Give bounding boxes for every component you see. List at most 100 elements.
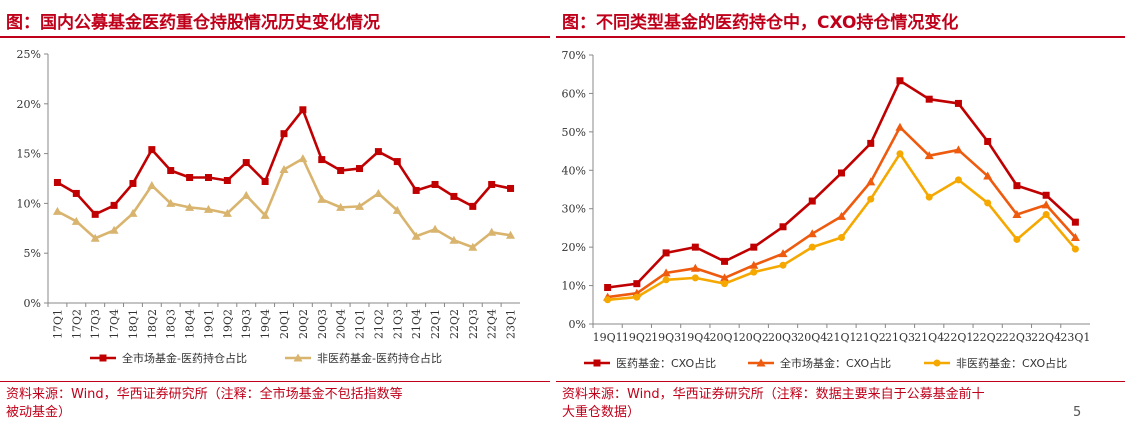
left-series-1-point: [91, 210, 99, 218]
left-legend-marker: [293, 353, 303, 362]
left-source-note: 资料来源：Wind，华西证券研究所（注释：全市场基金不包括指数等 被动基金）: [6, 386, 403, 422]
left-bottom-rule: [0, 381, 550, 382]
right-series-1-point: [984, 137, 992, 145]
right-legend: 医药基金：CXO占比 全市场基金：CXO占比 非医药基金：CXO占比: [584, 356, 1067, 370]
left-x-tick-label: 22Q2: [448, 309, 461, 339]
right-series-3-point: [808, 243, 816, 251]
left-y-tick-label: 5%: [24, 247, 41, 260]
left-source-line-1: 资料来源：Wind，华西证券研究所（注释：全市场基金不包括指数等: [6, 387, 403, 402]
left-x-tick-label: 23Q1: [505, 309, 518, 339]
right-source-note: 资料来源：Wind，华西证券研究所（注释：数据主要来自于公募基金前十 大重仓数据…: [562, 386, 985, 422]
left-series-1-point: [129, 179, 137, 187]
left-series-1-point: [204, 174, 212, 182]
left-x-tick-label: 22Q4: [486, 309, 499, 339]
right-series-1-point: [1071, 218, 1079, 226]
right-x-tick-label: 23Q1: [1060, 331, 1090, 344]
left-x-tick-label: 19Q4: [259, 309, 272, 339]
left-x-tick-label: 19Q3: [240, 309, 253, 339]
right-series-1: [604, 77, 1079, 291]
right-y-tick-label: 10%: [562, 280, 586, 293]
right-series-1-point: [1042, 191, 1050, 199]
left-x-tick-label: 21Q3: [391, 309, 404, 339]
left-chart-title: 图：国内公募基金医药重仓持股情况历史变化情况: [6, 13, 380, 33]
left-series-1-point: [488, 180, 496, 188]
right-source-line-1: 资料来源：Wind，华西证券研究所（注释：数据主要来自于公募基金前十: [562, 387, 985, 402]
right-series-3-point: [867, 195, 875, 203]
right-source-line-2: 大重仓数据）: [562, 405, 641, 420]
right-series-1-point: [954, 99, 962, 107]
left-series-1-point: [356, 165, 364, 173]
left-y-tick-label: 0%: [24, 297, 41, 310]
left-series-2-point: [430, 224, 440, 233]
left-series-1-point: [412, 186, 420, 194]
left-series-2-point: [71, 216, 81, 225]
left-x-tick-label: 17Q3: [89, 309, 102, 339]
right-series-1-point: [779, 223, 787, 231]
right-legend-label: 全市场基金：CXO占比: [780, 356, 891, 370]
right-x-tick-label: 19Q3: [651, 331, 681, 344]
right-series-3-point: [691, 274, 699, 282]
left-series-2-point: [449, 235, 459, 244]
left-x-tick-label: 20Q1: [278, 309, 291, 339]
right-x-tick-label: 21Q2: [856, 331, 886, 344]
left-x-tick-label: 22Q1: [429, 309, 442, 339]
right-series-2-point: [924, 151, 934, 160]
left-series-2-point: [185, 202, 195, 211]
left-series-2-point: [298, 154, 308, 163]
left-series-2-point: [90, 233, 100, 242]
left-series-2-point: [411, 231, 421, 240]
left-x-tick-label: 19Q2: [221, 309, 234, 339]
right-series-3-point: [662, 276, 670, 284]
right-series-3-point: [750, 268, 758, 276]
left-series-2-point: [128, 208, 138, 217]
right-x-tick-label: 20Q2: [739, 331, 769, 344]
right-series-1-point: [925, 95, 933, 103]
left-series-1-point: [299, 106, 307, 114]
right-x-tick-label: 22Q3: [1002, 331, 1032, 344]
left-series-2-point: [336, 202, 346, 211]
left-y-tick-label: 20%: [17, 98, 41, 111]
left-series-2: [52, 154, 516, 251]
left-series-2-point: [147, 180, 157, 189]
left-x-tick-label: 18Q2: [146, 309, 159, 339]
left-series-1-point: [72, 189, 80, 197]
right-series-1-point: [691, 243, 699, 251]
right-series-1-point: [604, 283, 612, 291]
left-series-1-point: [110, 201, 118, 209]
right-series-1-point: [750, 243, 758, 251]
right-x-tick-label: 19Q2: [622, 331, 652, 344]
left-legend-label: 全市场基金-医药持仓占比: [122, 351, 247, 365]
right-series-1-point: [896, 77, 904, 85]
left-x-tick-label: 18Q3: [165, 309, 178, 339]
left-series-2-point: [355, 201, 365, 210]
right-series-2-point: [1012, 209, 1022, 218]
right-series-3-point: [721, 280, 729, 288]
right-series-3: [604, 150, 1079, 304]
left-x-tick-label: 20Q4: [335, 309, 348, 339]
left-series-2-point: [222, 208, 232, 217]
left-x-tick-label: 20Q2: [297, 309, 310, 339]
right-x-tick-label: 22Q4: [1031, 331, 1061, 344]
left-x-tick-label: 21Q2: [372, 309, 385, 339]
left-series-1-point: [374, 148, 382, 156]
right-x-tick-label: 22Q2: [973, 331, 1003, 344]
right-x-tick-label: 19Q4: [680, 331, 710, 344]
right-series-3-point: [954, 176, 962, 184]
right-series-2-point: [778, 249, 788, 258]
right-series-3-point: [1013, 235, 1021, 243]
left-source-line-2: 被动基金）: [6, 405, 72, 420]
left-series-1-point: [242, 159, 250, 167]
left-x-tick-label: 19Q1: [202, 309, 215, 339]
left-series-2-point: [506, 230, 516, 239]
left-series-1-point: [280, 130, 288, 138]
left-series-2-point: [279, 165, 289, 174]
right-series-3-point: [896, 150, 904, 158]
left-series-2-point: [203, 204, 213, 213]
right-series-3-point: [1042, 210, 1050, 218]
right-series-1-point: [721, 257, 729, 265]
left-x-tick-label: 21Q4: [410, 309, 423, 339]
right-legend-marker: [593, 359, 601, 367]
right-x-tick-label: 22Q1: [943, 331, 973, 344]
left-series-1: [53, 106, 515, 218]
left-series-2-point: [260, 210, 270, 219]
